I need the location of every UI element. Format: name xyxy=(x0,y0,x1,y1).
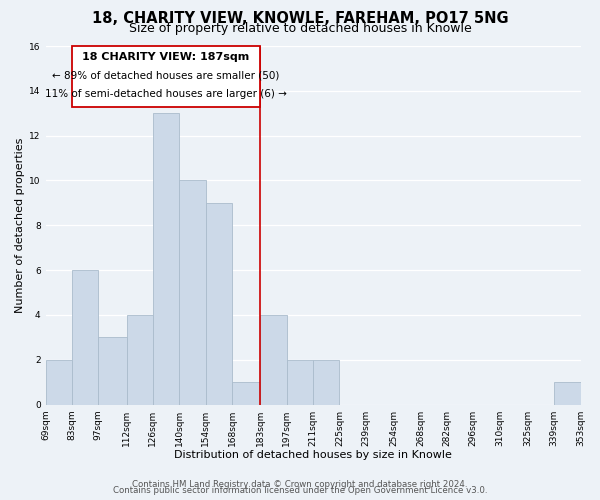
Y-axis label: Number of detached properties: Number of detached properties xyxy=(15,138,25,313)
Bar xyxy=(287,360,313,405)
Bar xyxy=(179,180,206,404)
Bar xyxy=(72,270,98,404)
Bar xyxy=(153,113,179,405)
Text: Contains public sector information licensed under the Open Government Licence v3: Contains public sector information licen… xyxy=(113,486,487,495)
Text: 18, CHARITY VIEW, KNOWLE, FAREHAM, PO17 5NG: 18, CHARITY VIEW, KNOWLE, FAREHAM, PO17 … xyxy=(92,11,508,26)
Bar xyxy=(46,360,72,405)
Bar xyxy=(98,338,127,404)
Text: Size of property relative to detached houses in Knowle: Size of property relative to detached ho… xyxy=(128,22,472,35)
Text: 18 CHARITY VIEW: 187sqm: 18 CHARITY VIEW: 187sqm xyxy=(82,52,250,62)
Bar xyxy=(127,315,153,404)
X-axis label: Distribution of detached houses by size in Knowle: Distribution of detached houses by size … xyxy=(174,450,452,460)
Text: Contains HM Land Registry data © Crown copyright and database right 2024.: Contains HM Land Registry data © Crown c… xyxy=(132,480,468,489)
Bar xyxy=(232,382,260,404)
Bar xyxy=(313,360,340,405)
FancyBboxPatch shape xyxy=(72,46,260,106)
Bar xyxy=(206,203,232,404)
Bar xyxy=(554,382,581,404)
Text: ← 89% of detached houses are smaller (50): ← 89% of detached houses are smaller (50… xyxy=(52,70,280,80)
Text: 11% of semi-detached houses are larger (6) →: 11% of semi-detached houses are larger (… xyxy=(45,89,287,99)
Bar xyxy=(260,315,287,404)
